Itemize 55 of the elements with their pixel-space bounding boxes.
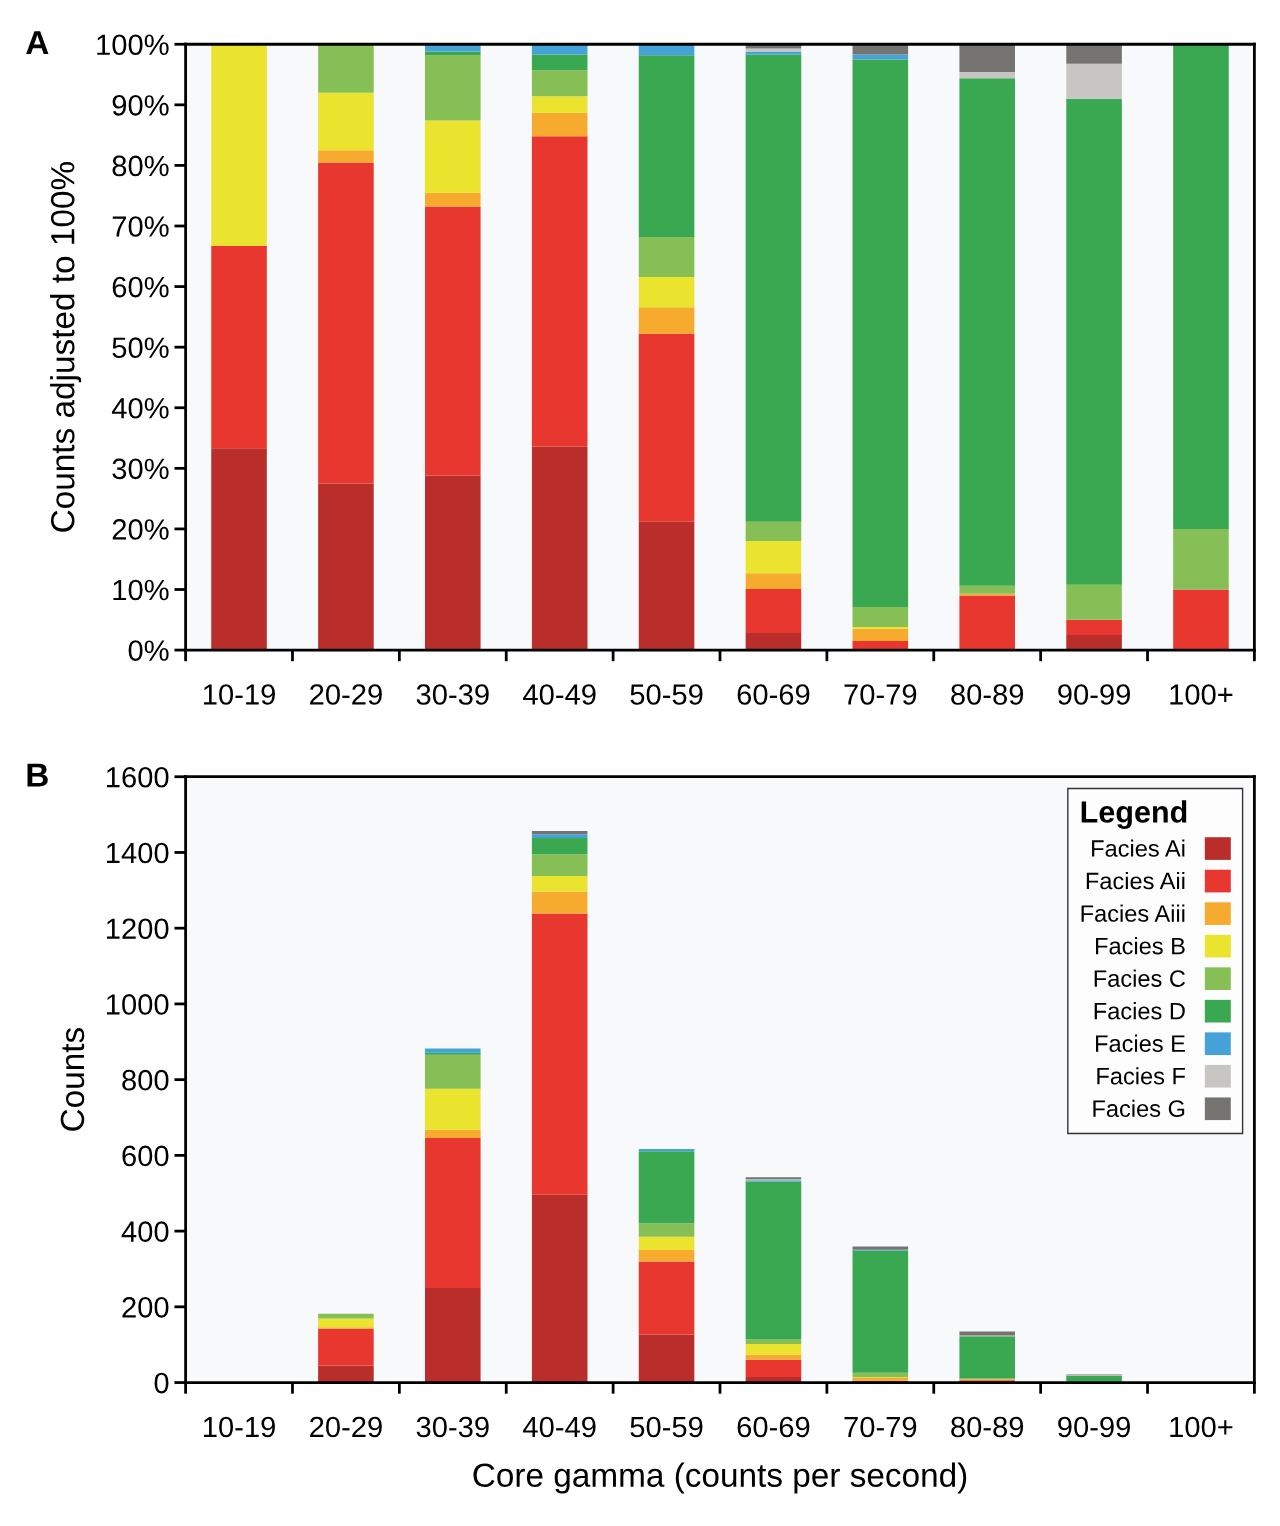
chart-title: B [27, 763, 48, 787]
y-tick-label: 1200 [106, 918, 169, 940]
legend-label: Facies Aii [1086, 872, 1185, 890]
x-tick-label: 70-79 [844, 1416, 917, 1438]
x-tick-label: 100+ [1170, 1416, 1233, 1438]
x-tick-label: 50-59 [630, 684, 703, 705]
x-tick-label: 90-99 [1058, 684, 1130, 705]
x-tick-label: 80-89 [951, 684, 1024, 705]
x-tick-label: 10-19 [203, 1416, 275, 1438]
chart-title: A [26, 31, 49, 55]
y-tick-label: 800 [122, 1069, 169, 1091]
x-tick-label: 70-79 [844, 684, 917, 705]
x-tick-label: 90-99 [1058, 1416, 1130, 1438]
legend-label: Facies F [1097, 1067, 1185, 1085]
y-tick-label: 1400 [106, 842, 169, 864]
x-tick-label: 40-49 [523, 1416, 596, 1438]
x-tick-label: 50-59 [630, 1416, 703, 1438]
x-tick-label: 80-89 [951, 1416, 1024, 1438]
x-tick-label: 60-69 [737, 1416, 810, 1438]
y-axis-title: Counts [60, 1028, 85, 1131]
x-tick-label: 40-49 [523, 684, 596, 705]
y-tick-label: 40% [111, 397, 169, 419]
x-tick-label: 20-29 [310, 1416, 382, 1438]
legend-label: Facies Ai [1092, 839, 1185, 857]
y-tick-label: 0% [128, 640, 169, 661]
y-axis-title: Counts adjusted to 100% [50, 162, 82, 532]
y-tick-label: 60% [112, 276, 169, 298]
y-tick-label: 70% [112, 216, 169, 237]
y-tick-label: 10% [113, 579, 169, 601]
y-tick-label: 100% [97, 34, 169, 56]
y-tick-label: 0 [154, 1372, 169, 1394]
y-tick-label: 1000 [106, 994, 169, 1015]
legend-label: Facies G [1093, 1099, 1185, 1118]
y-tick-label: 400 [121, 1221, 169, 1242]
legend-label: Facies E [1096, 1034, 1185, 1052]
y-tick-label: 1600 [106, 766, 169, 788]
x-tick-label: 30-39 [416, 1416, 489, 1438]
y-tick-label: 80% [112, 155, 169, 177]
y-tick-label: 50% [112, 337, 169, 359]
y-tick-label: 30% [112, 458, 169, 480]
y-tick-label: 200 [122, 1297, 169, 1318]
y-tick-label: 600 [122, 1145, 169, 1167]
legend-label: Facies Aiii [1081, 904, 1185, 922]
x-axis-title: Core gamma (counts per second) [473, 1462, 967, 1494]
legend-label: Facies D [1094, 1002, 1185, 1020]
x-tick-label: 10-19 [203, 684, 275, 705]
x-tick-label: 30-39 [416, 684, 489, 705]
y-tick-label: 20% [112, 519, 169, 540]
legend-title: Legend [1081, 800, 1187, 829]
legend-label: Facies C [1094, 969, 1186, 987]
y-tick-label: 90% [112, 95, 169, 116]
x-tick-label: 100+ [1170, 684, 1233, 705]
legend-label: Facies B [1096, 937, 1185, 955]
x-tick-label: 20-29 [310, 684, 382, 705]
x-tick-label: 60-69 [737, 684, 810, 705]
